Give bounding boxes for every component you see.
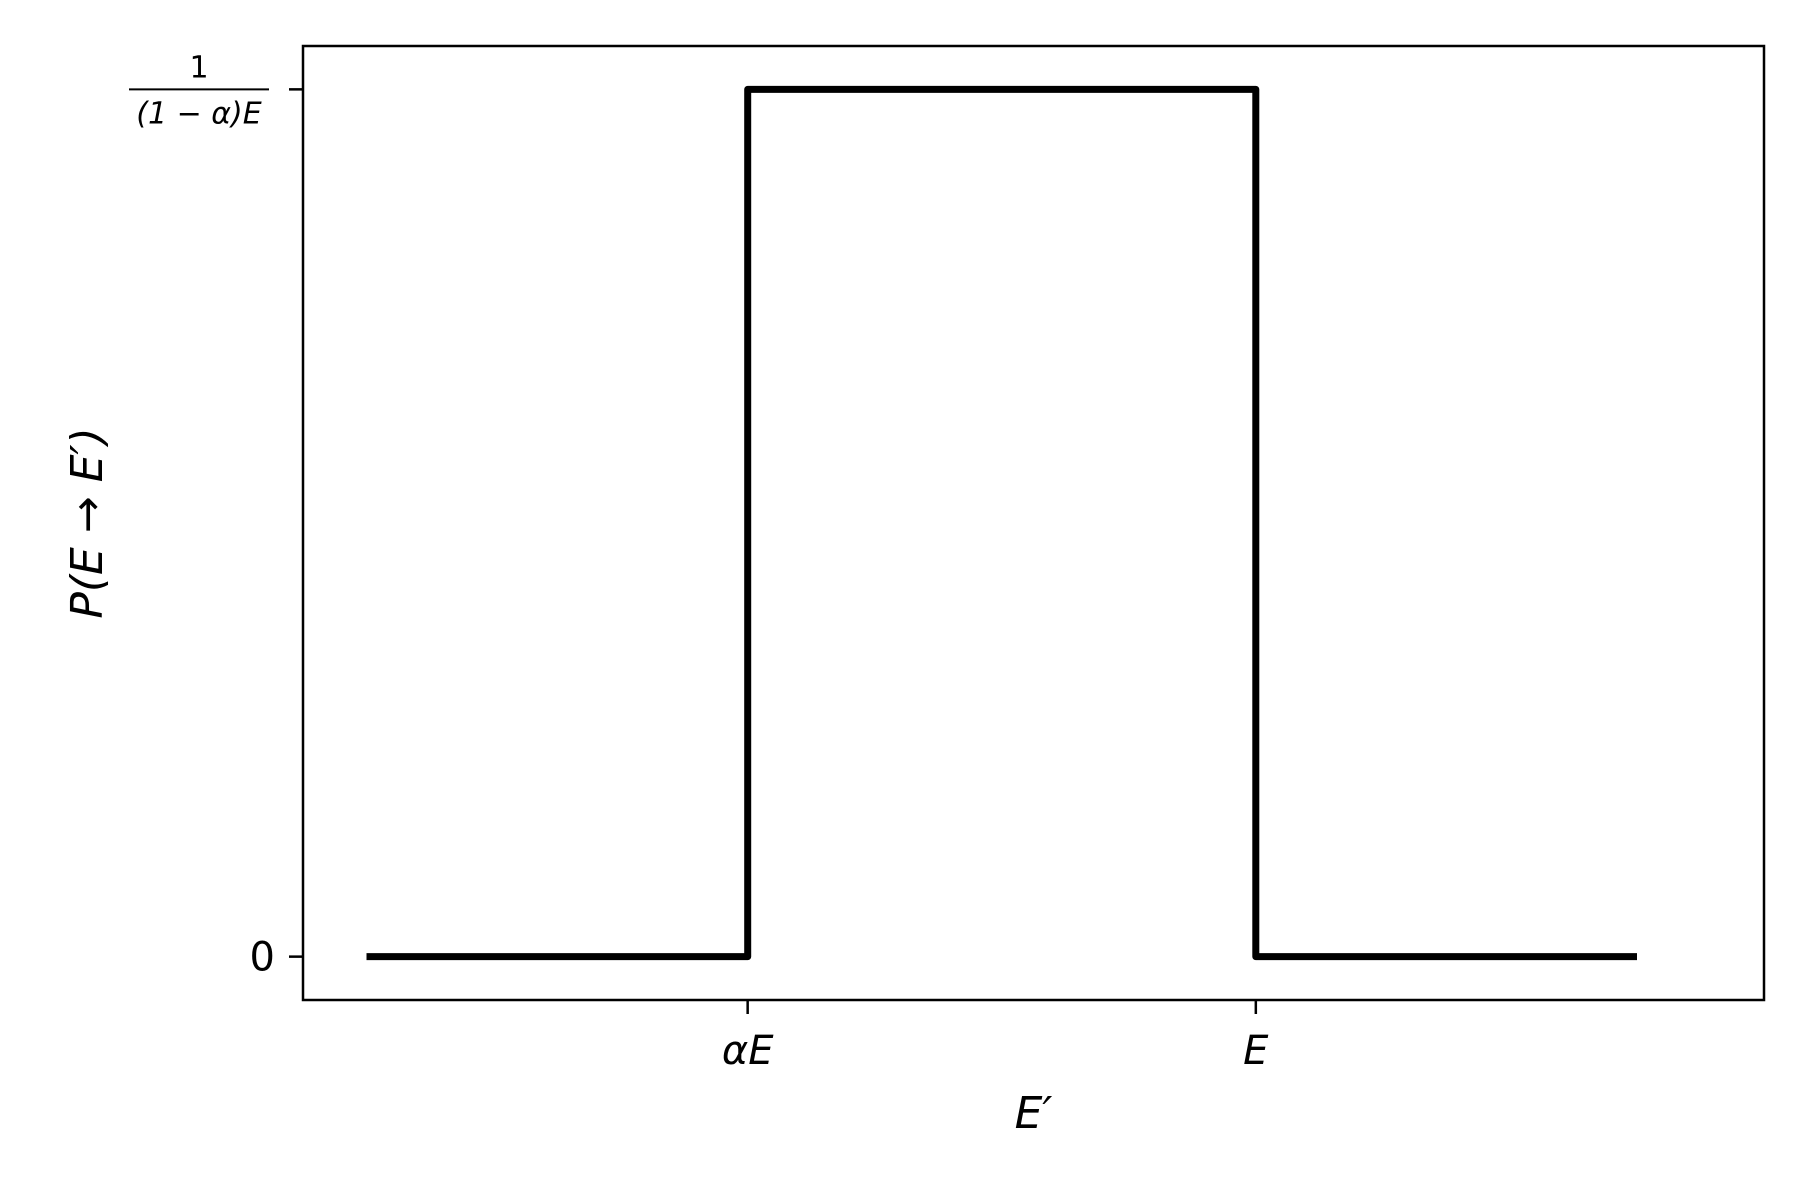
- y-tick-label-numerator: 1: [189, 50, 208, 85]
- y-tick-label-denominator: (1 − α)E: [136, 96, 261, 131]
- axes-frame: [301, 44, 1766, 1002]
- x-tick-label: E: [1243, 1028, 1269, 1074]
- series-line: [366, 85, 1637, 961]
- x-axis-ticks: αE E: [722, 1000, 1269, 1074]
- y-axis-label: P(E → E′): [62, 427, 113, 618]
- y-tick-label: 0: [250, 935, 275, 981]
- x-tick-label: αE: [722, 1028, 774, 1074]
- x-axis-label: E′: [1015, 1088, 1053, 1139]
- plot-area: [301, 44, 1766, 1002]
- y-axis-ticks: 0 1 (1 − α)E: [129, 50, 303, 981]
